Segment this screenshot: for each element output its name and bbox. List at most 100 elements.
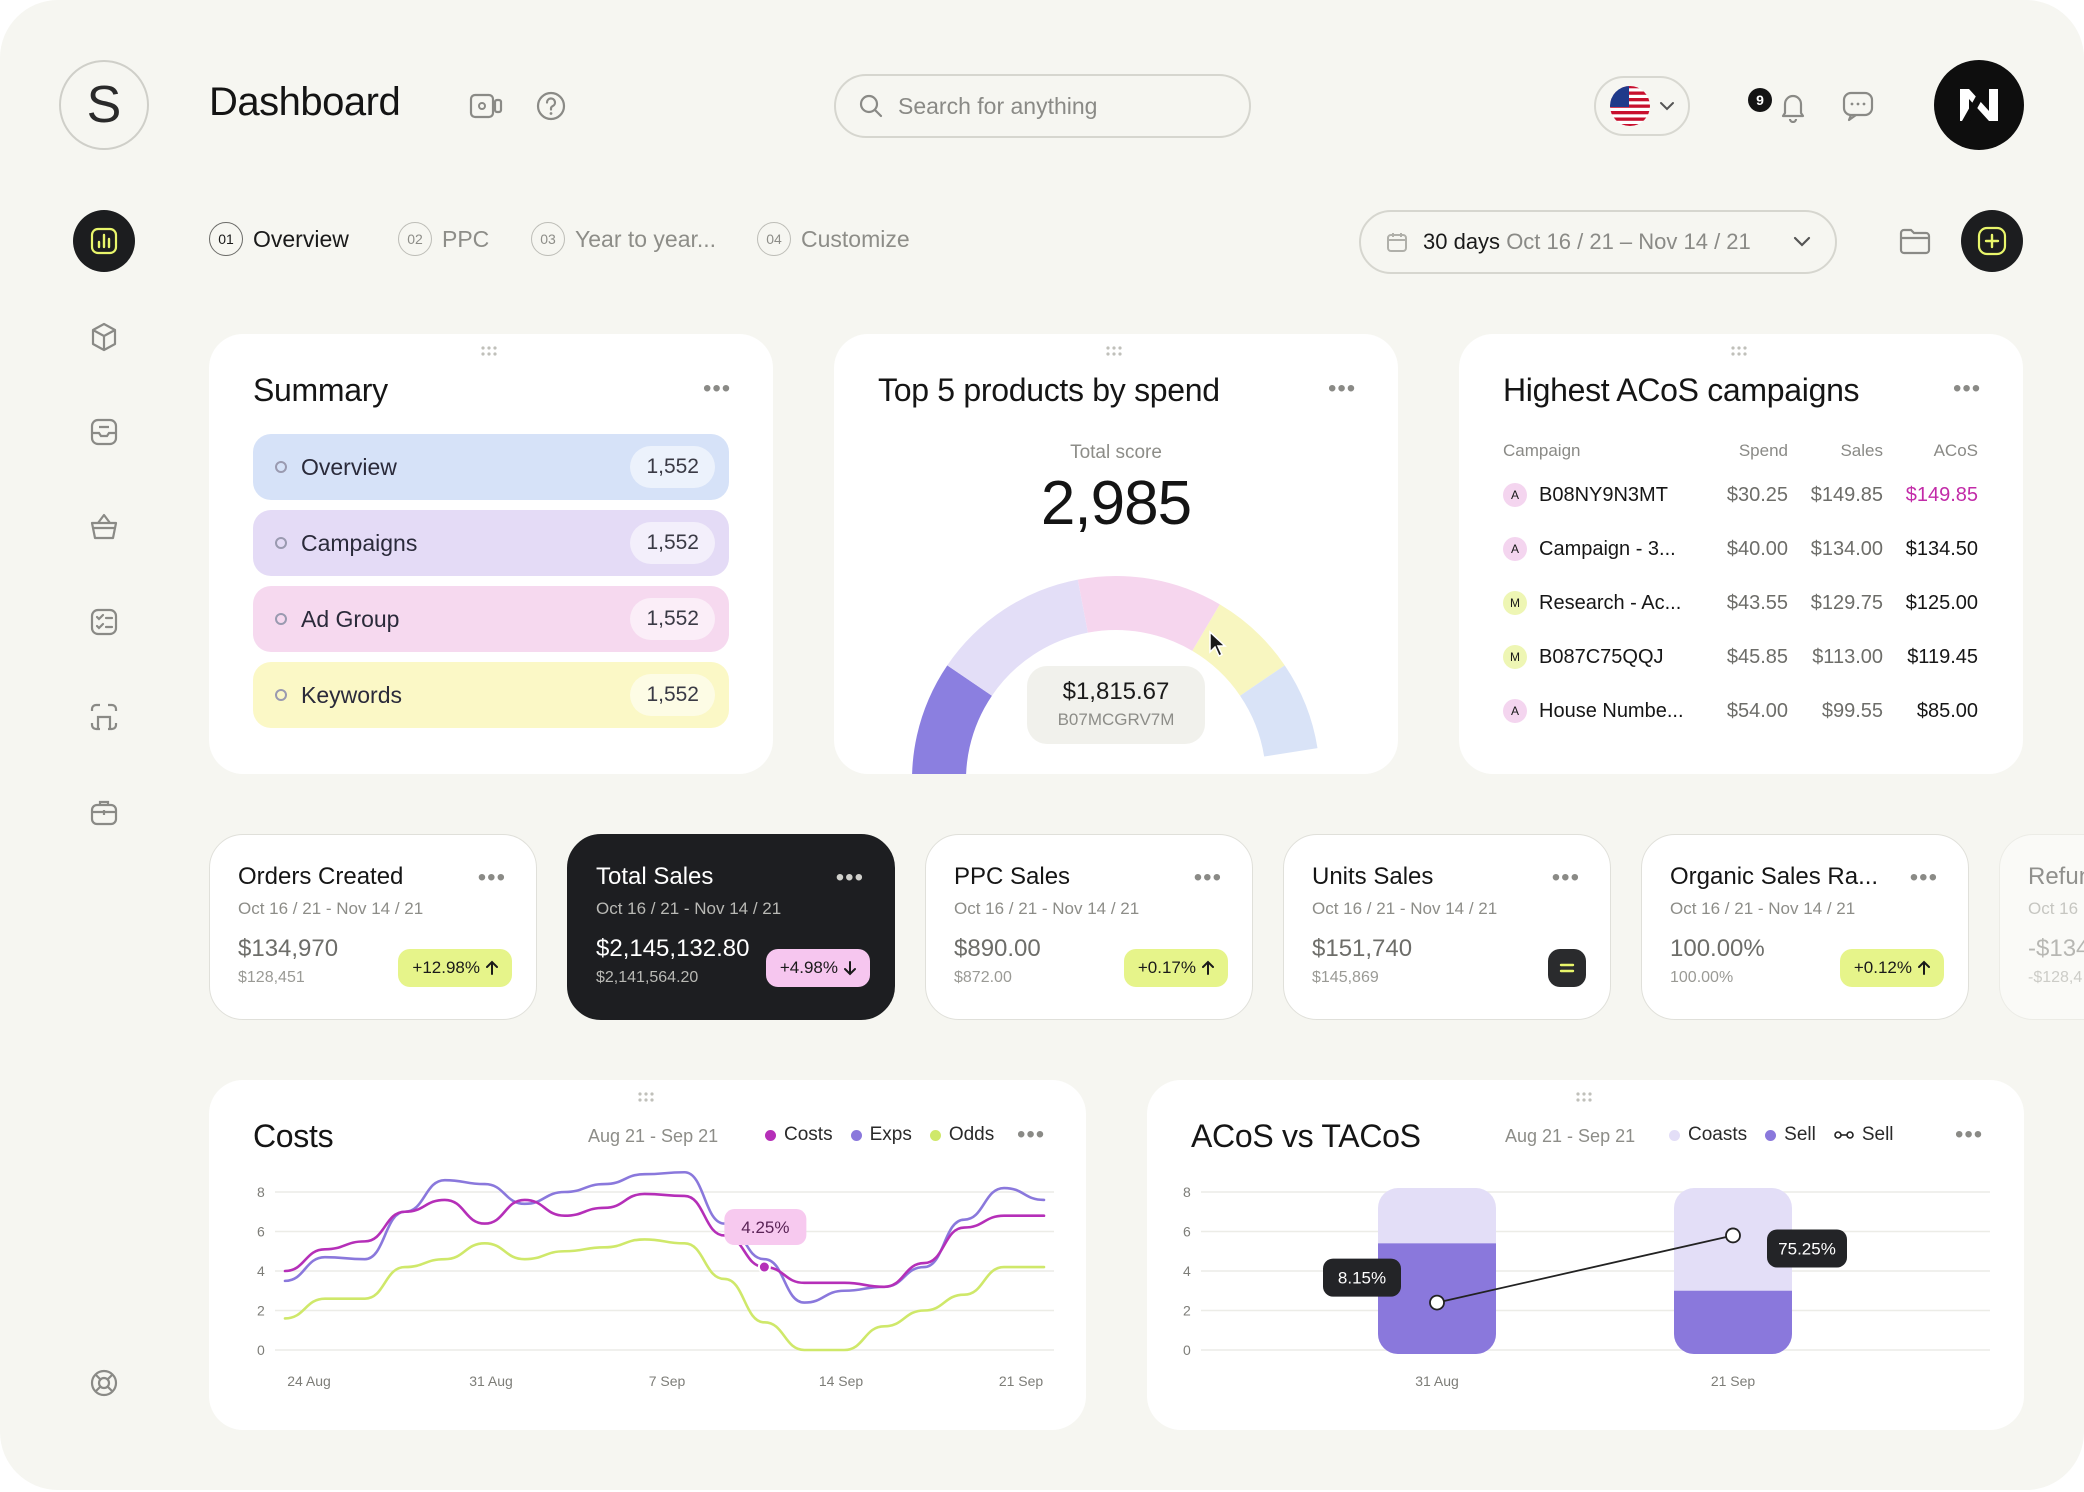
kpi-card[interactable]: PPC Sales ••• Oct 16 / 21 - Nov 14 / 21 $89…	[925, 834, 1253, 1020]
summary-row-keywords[interactable]: Keywords 1,552	[253, 662, 729, 728]
donut-segment[interactable]	[912, 665, 992, 774]
bullet-icon	[275, 689, 287, 701]
legend-label: Odds	[948, 1124, 995, 1145]
bullet-icon	[275, 461, 287, 473]
kpi-card[interactable]: Total Sales ••• Oct 16 / 21 - Nov 14 / 21 $…	[567, 834, 895, 1020]
kpi-value: $2,145,132.80	[596, 935, 750, 962]
table-row[interactable]: A Campaign - 3... $40.00 $134.00 $134.50	[1503, 522, 1979, 576]
donut-segment[interactable]	[1240, 665, 1318, 757]
bullet-icon	[275, 613, 287, 625]
kpi-card[interactable]: Units Sales ••• Oct 16 / 21 - Nov 14 / 21 $…	[1283, 834, 1611, 1020]
sales-cell: $99.55	[1821, 699, 1883, 722]
sidebar-item-inbox[interactable]	[73, 401, 135, 463]
tab-overview[interactable]: 01 Overview	[209, 222, 349, 256]
calendar-icon	[1387, 233, 1407, 252]
legend-label: Sell	[1861, 1124, 1894, 1145]
brand-logo-icon[interactable]	[1934, 60, 2024, 150]
line-point[interactable]	[1725, 1227, 1741, 1244]
legend-item-odds[interactable]: Odds	[929, 1124, 995, 1146]
x-tick-label: 31 Aug	[1415, 1373, 1459, 1389]
bell-icon[interactable]	[1773, 86, 1813, 126]
legend-label: Coasts	[1688, 1124, 1748, 1145]
legend-item-coasts[interactable]: Coasts	[1669, 1124, 1747, 1146]
drag-handle-icon[interactable]	[1105, 346, 1127, 356]
user-avatar[interactable]: S	[59, 60, 149, 150]
summary-row-label: Overview	[301, 453, 397, 480]
y-tick-label: 0	[257, 1342, 265, 1358]
donut-segment[interactable]	[1077, 576, 1220, 651]
sidebar-item-analytics[interactable]	[73, 210, 135, 272]
cube-icon	[91, 322, 117, 352]
more-options-icon[interactable]: •••	[1909, 864, 1938, 891]
campaign-type-badge: A	[1503, 537, 1527, 561]
line-point[interactable]	[1429, 1294, 1445, 1311]
legend-item-sell[interactable]: Sell	[1765, 1124, 1816, 1146]
table-row[interactable]: A House Numbe... $54.00 $99.55 $85.00	[1503, 684, 1979, 738]
campaign-cell: A B08NY9N3MT	[1503, 483, 1693, 507]
video-icon[interactable]	[466, 86, 506, 126]
campaign-cell: M B087C75QQJ	[1503, 645, 1693, 669]
legend-label: Costs	[784, 1124, 833, 1145]
table-row[interactable]: A B08NY9N3MT $30.25 $149.85 $149.85	[1503, 468, 1979, 522]
series-line-costs[interactable]	[283, 1192, 1046, 1289]
search-bar[interactable]	[834, 74, 1251, 138]
donut-segment[interactable]	[1192, 604, 1285, 696]
sell-trend-line	[1436, 1234, 1734, 1304]
kpi-card[interactable]: Refun Oct 16 -$134 -$128,4	[1999, 834, 2084, 1020]
help-icon[interactable]	[531, 86, 571, 126]
more-options-icon[interactable]: •••	[703, 375, 732, 402]
tab-label: PPC	[442, 225, 490, 252]
language-selector[interactable]	[1594, 76, 1690, 136]
legend-item-exps[interactable]: Exps	[850, 1124, 912, 1146]
campaign-cell: A House Numbe...	[1503, 699, 1693, 723]
drag-handle-icon[interactable]	[1575, 1092, 1597, 1102]
summary-row-overview[interactable]: Overview 1,552	[253, 434, 729, 500]
series-line-odds[interactable]	[283, 1238, 1046, 1352]
more-options-icon[interactable]: •••	[1551, 864, 1580, 891]
acos-tacos-title: ACoS vs TACoS	[1191, 1118, 1421, 1154]
drag-handle-icon[interactable]	[480, 346, 502, 356]
y-tick-label: 8	[1183, 1184, 1191, 1200]
tab-customize[interactable]: 04 Customize	[757, 222, 910, 256]
kpi-title: Refun	[2028, 863, 2084, 890]
sidebar-item-support[interactable]	[73, 1352, 135, 1414]
drag-handle-icon[interactable]	[1730, 346, 1752, 356]
sidebar-item-layout[interactable]	[73, 686, 135, 748]
search-input[interactable]	[898, 92, 1218, 120]
sidebar-item-checklist[interactable]	[73, 591, 135, 653]
kpi-card[interactable]: Orders Created ••• Oct 16 / 21 - Nov 14 / …	[209, 834, 537, 1020]
x-tick-label: 24 Aug	[287, 1373, 331, 1389]
summary-row-ad-group[interactable]: Ad Group 1,552	[253, 586, 729, 652]
legend-item-costs[interactable]: Costs	[765, 1124, 833, 1146]
costs-chart-card: Costs Aug 21 - Sep 21 Costs Exps Odds ••…	[209, 1080, 1086, 1430]
drag-handle-icon[interactable]	[637, 1092, 659, 1102]
kpi-previous-value: 100.00%	[1670, 969, 1734, 986]
kpi-card[interactable]: Organic Sales Ra... ••• Oct 16 / 21 - Nov …	[1641, 834, 1969, 1020]
sidebar-item-products[interactable]	[73, 306, 135, 368]
sales-cell: $113.00	[1812, 645, 1883, 668]
tab-label: Year to year...	[575, 225, 717, 252]
acos-tacos-bar-chart: 8 6 4 2 0 31 Aug 21 Sep 8.15% 75.25%	[1183, 1184, 1990, 1389]
date-range-picker[interactable]: 30 days Oct 16 / 21 – Nov 14 / 21	[1359, 210, 1837, 274]
bar-sell[interactable]	[1674, 1290, 1792, 1354]
more-options-icon[interactable]: •••	[1328, 375, 1357, 402]
summary-row-campaigns[interactable]: Campaigns 1,552	[253, 510, 729, 576]
more-options-icon[interactable]: •••	[1193, 864, 1222, 891]
line-point[interactable]	[757, 1260, 771, 1274]
tab-ppc[interactable]: 02 PPC	[398, 222, 489, 256]
chat-icon[interactable]	[1838, 86, 1878, 126]
sidebar-item-briefcase[interactable]	[73, 781, 135, 843]
tab-year-to-year[interactable]: 03 Year to year...	[531, 222, 716, 256]
folder-button[interactable]	[1884, 210, 1946, 272]
sidebar-item-basket[interactable]	[73, 496, 135, 558]
legend-item-sell-line[interactable]: Sell	[1834, 1124, 1894, 1146]
more-options-icon[interactable]: •••	[835, 864, 864, 891]
more-options-icon[interactable]: •••	[477, 864, 506, 891]
donut-segment[interactable]	[947, 579, 1088, 696]
kpi-date-range: Oct 16 / 21 - Nov 14 / 21	[1670, 899, 1856, 918]
add-widget-button[interactable]	[1961, 210, 2023, 272]
table-row[interactable]: M Research - Ac... $43.55 $129.75 $125.00	[1503, 576, 1979, 630]
more-options-icon[interactable]: •••	[1953, 375, 1982, 402]
table-row[interactable]: M B087C75QQJ $45.85 $113.00 $119.45	[1503, 630, 1979, 684]
costs-chart-legend: Costs Exps Odds	[765, 1124, 994, 1146]
